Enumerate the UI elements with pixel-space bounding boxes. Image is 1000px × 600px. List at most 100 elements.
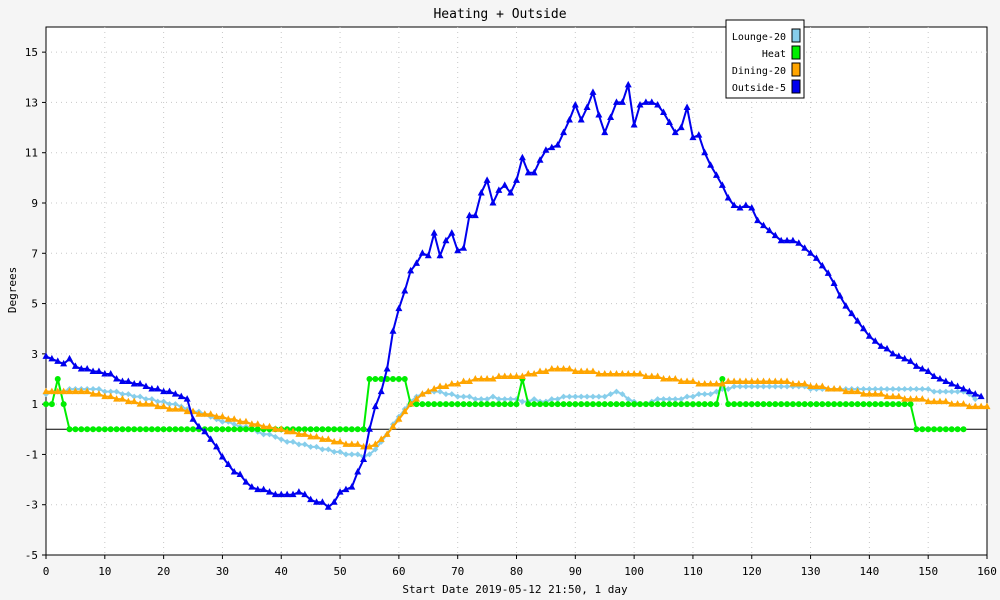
data-point: [595, 393, 602, 400]
data-point: [154, 398, 161, 405]
x-tick-label: 40: [275, 565, 288, 578]
data-point: [201, 427, 209, 435]
data-point: [107, 388, 114, 395]
x-tick-label: 70: [451, 565, 464, 578]
data-point: [524, 168, 532, 176]
data-point: [231, 426, 238, 433]
data-point: [695, 401, 702, 408]
data-point: [672, 396, 679, 403]
data-point: [337, 448, 344, 455]
data-point: [513, 176, 520, 183]
series-outside-5: [42, 80, 985, 510]
legend-swatch: [791, 79, 801, 94]
data-point: [136, 400, 144, 407]
data-point: [771, 377, 779, 385]
data-point: [348, 451, 355, 458]
data-point: [624, 369, 632, 377]
data-point: [636, 369, 644, 377]
data-point: [812, 254, 820, 261]
data-point: [701, 148, 709, 156]
data-point: [907, 386, 914, 393]
data-point: [124, 397, 132, 405]
data-point: [601, 393, 608, 400]
data-point: [154, 402, 162, 410]
data-point: [313, 498, 321, 505]
data-point: [765, 226, 773, 234]
data-point: [83, 387, 91, 395]
data-point: [101, 388, 108, 395]
data-point: [607, 113, 615, 121]
data-point: [895, 401, 902, 408]
data-point: [495, 186, 503, 193]
data-point: [942, 426, 949, 433]
data-point: [572, 393, 579, 400]
data-point: [472, 401, 479, 408]
data-point: [118, 395, 126, 402]
data-point: [836, 292, 844, 299]
data-point: [166, 405, 174, 412]
data-point: [913, 426, 920, 433]
data-point: [836, 385, 844, 392]
data-point: [260, 431, 267, 438]
data-point: [801, 380, 809, 387]
data-point: [536, 367, 544, 374]
data-point: [648, 401, 655, 408]
data-point: [230, 415, 238, 422]
data-point: [90, 426, 97, 433]
data-point: [959, 400, 967, 407]
data-point: [242, 478, 250, 485]
data-point: [942, 388, 949, 395]
data-point: [819, 401, 826, 408]
data-point: [812, 382, 820, 390]
data-point: [742, 383, 749, 390]
data-point: [301, 426, 308, 433]
data-point: [160, 398, 167, 405]
data-point: [501, 396, 508, 403]
data-point: [471, 375, 479, 382]
data-point: [383, 430, 391, 437]
x-axis-ticks: 0 10 20 30 40 50 60 70 80 90 100 110 120 130 140 150 160: [43, 555, 997, 578]
data-point: [818, 261, 826, 269]
data-point: [125, 391, 132, 398]
data-point: [360, 426, 367, 433]
data-point: [142, 400, 150, 407]
data-point: [95, 390, 103, 397]
data-point: [877, 342, 885, 349]
data-point: [424, 251, 432, 259]
data-point: [424, 387, 432, 395]
data-point: [348, 426, 355, 433]
data-point: [342, 426, 349, 433]
data-point: [618, 98, 626, 105]
data-point: [872, 401, 879, 408]
data-point: [466, 401, 473, 408]
data-point: [701, 391, 708, 398]
data-point: [577, 116, 585, 123]
data-point: [736, 383, 743, 390]
data-point: [672, 401, 679, 408]
data-point: [965, 402, 973, 410]
data-point: [54, 376, 61, 382]
data-point: [877, 390, 885, 397]
data-point: [795, 380, 803, 387]
data-point: [913, 386, 920, 393]
data-point: [801, 401, 808, 408]
y-tick-label: -3: [25, 499, 38, 512]
data-point: [613, 388, 620, 395]
data-point: [495, 396, 502, 403]
data-point: [760, 383, 767, 390]
data-point: [278, 436, 285, 443]
y-tick-label: 5: [31, 298, 38, 311]
data-point: [824, 385, 832, 392]
data-point: [136, 380, 144, 387]
data-point: [565, 116, 573, 123]
data-point: [684, 393, 691, 400]
series-layer: [42, 80, 991, 510]
x-tick-label: 140: [859, 565, 879, 578]
data-point: [971, 402, 979, 410]
data-point: [671, 375, 679, 382]
data-point: [366, 376, 373, 382]
data-point: [642, 98, 650, 105]
data-point: [277, 425, 285, 432]
